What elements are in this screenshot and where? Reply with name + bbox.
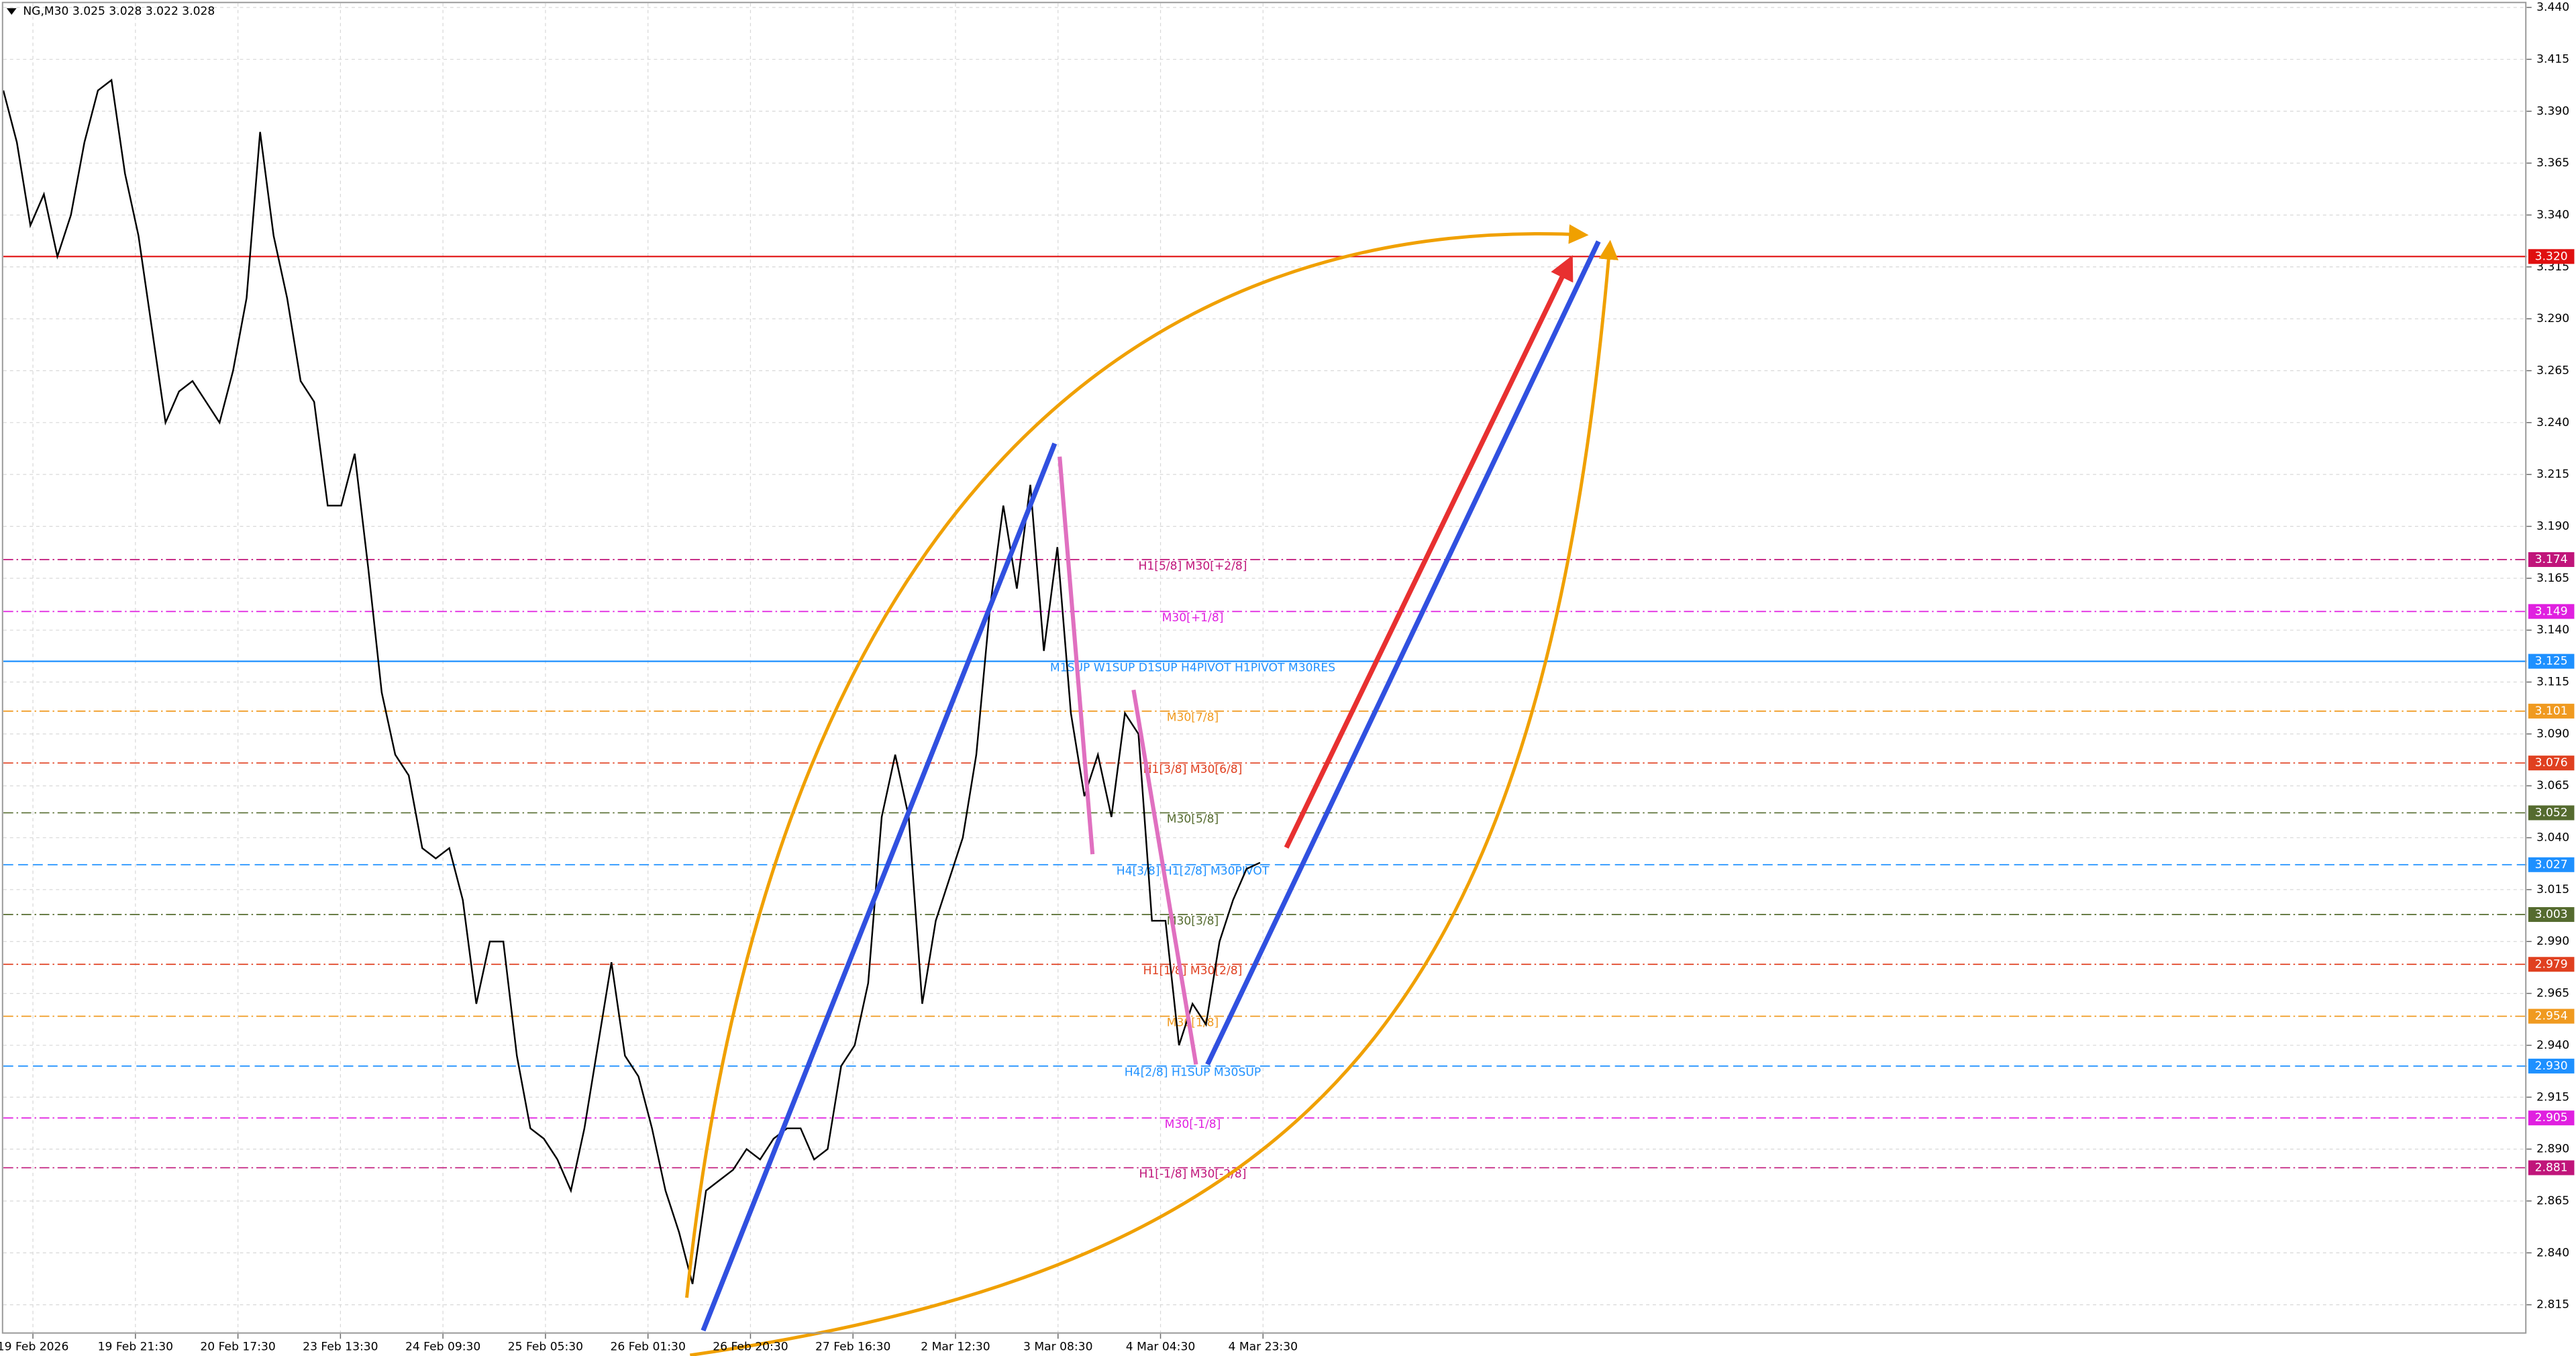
y-tick-label: 3.390 <box>2536 105 2569 118</box>
x-tick-label: 19 Feb 21:30 <box>98 1341 173 1354</box>
price-tag-label: 3.174 <box>2535 553 2568 566</box>
price-tag-label: 3.320 <box>2535 250 2568 263</box>
price-tag-label: 2.954 <box>2535 1010 2568 1023</box>
y-tick-label: 3.115 <box>2536 676 2569 689</box>
y-tick-label: 2.815 <box>2536 1298 2569 1312</box>
level-label: M30[-1/8] <box>1165 1118 1221 1131</box>
price-tag <box>2528 249 2575 264</box>
level-label: H1[-1/8] M30[-2/8] <box>1139 1167 1247 1181</box>
y-tick-label: 3.265 <box>2536 364 2569 377</box>
price-tag <box>2528 1110 2575 1126</box>
price-tag <box>2528 654 2575 669</box>
price-line <box>2 79 1261 1285</box>
y-tick-label: 3.140 <box>2536 623 2569 637</box>
level-label: H4[2/8] H1SUP M30SUP <box>1125 1066 1261 1080</box>
price-tag-label: 2.979 <box>2535 957 2568 971</box>
swing-line <box>1058 456 1095 855</box>
chart-title: NG,M30 3.025 3.028 3.022 3.028 <box>23 5 215 18</box>
price-tag <box>2528 552 2575 568</box>
x-tick-label: 19 Feb 2026 <box>0 1341 68 1354</box>
grid <box>3 3 2527 1334</box>
price-tag-label: 3.149 <box>2535 605 2568 618</box>
y-tick-label: 3.240 <box>2536 416 2569 429</box>
y-tick-label: 3.165 <box>2536 572 2569 585</box>
level-label: H4[3/8] H1[2/8] M30PIVOT <box>1117 865 1270 878</box>
x-tick-label: 4 Mar 23:30 <box>1229 1341 1298 1354</box>
x-tick-label: 23 Feb 13:30 <box>303 1341 378 1354</box>
projection-arrow <box>1284 255 1574 849</box>
price-tag <box>2528 1160 2575 1176</box>
price-tag <box>2528 755 2575 771</box>
price-tag <box>2528 1008 2575 1024</box>
x-tick-label: 24 Feb 09:30 <box>405 1341 480 1354</box>
y-tick-label: 3.040 <box>2536 831 2569 845</box>
x-tick-label: 4 Mar 04:30 <box>1126 1341 1195 1354</box>
level-label: H1[5/8] M30[+2/8] <box>1139 560 1247 573</box>
orange-arc <box>685 224 1589 1298</box>
price-tag-label: 3.003 <box>2535 908 2568 921</box>
y-tick-label: 2.915 <box>2536 1090 2569 1104</box>
y-tick-label: 3.290 <box>2536 312 2569 325</box>
y-tick-label: 2.965 <box>2536 987 2569 1000</box>
x-tick-label: 26 Feb 20:30 <box>713 1341 788 1354</box>
orange-arc <box>689 240 1618 1356</box>
level-label: M30[5/8] <box>1167 813 1219 826</box>
y-tick-label: 3.340 <box>2536 208 2569 221</box>
y-tick-label: 3.415 <box>2536 52 2569 66</box>
menu-icon[interactable] <box>6 8 17 15</box>
x-tick-label: 25 Feb 05:30 <box>508 1341 583 1354</box>
levels: H1[5/8] M30[+2/8] M30[+1/8] M1SUP W1SUP D1… <box>3 256 2527 1181</box>
y-tick-label: 3.440 <box>2536 1 2569 14</box>
price-tag <box>2528 907 2575 923</box>
price-tag-label: 3.125 <box>2535 655 2568 668</box>
price-tag-label: 3.076 <box>2535 756 2568 770</box>
y-tick-label: 3.090 <box>2536 727 2569 741</box>
x-tick-label: 3 Mar 08:30 <box>1023 1341 1092 1354</box>
y-tick-label: 2.865 <box>2536 1194 2569 1208</box>
y-tick-label: 2.940 <box>2536 1039 2569 1052</box>
price-tag <box>2528 857 2575 872</box>
drawings <box>685 224 1618 1356</box>
plot-frame <box>1 1 2527 1334</box>
price-tag <box>2528 604 2575 619</box>
price-tag-label: 2.905 <box>2535 1111 2568 1125</box>
swing-line <box>1131 689 1198 1065</box>
price-tag-label: 2.881 <box>2535 1161 2568 1174</box>
y-tick-label: 3.365 <box>2536 156 2569 170</box>
trend-line <box>1205 240 1601 1066</box>
x-tick-label: 26 Feb 01:30 <box>610 1341 685 1354</box>
level-label: M30[7/8] <box>1167 711 1219 725</box>
series <box>2 79 1261 1285</box>
y-tick-label: 3.065 <box>2536 779 2569 792</box>
level-label: M30[+1/8] <box>1162 611 1224 625</box>
y-tick-label: 2.890 <box>2536 1143 2569 1156</box>
y-tick-label: 3.215 <box>2536 468 2569 481</box>
price-tag <box>2528 1058 2575 1074</box>
y-tick-label: 3.190 <box>2536 520 2569 533</box>
level-label: M30[3/8] <box>1167 915 1219 928</box>
price-tag <box>2528 957 2575 972</box>
price-tag <box>2528 703 2575 719</box>
x-tick-label: 27 Feb 16:30 <box>815 1341 890 1354</box>
price-tag-label: 3.052 <box>2535 806 2568 819</box>
price-tag-label: 3.101 <box>2535 705 2568 718</box>
price-tag-label: 3.027 <box>2535 858 2568 872</box>
level-label: M30[1/8] <box>1167 1016 1219 1029</box>
x-tick-label: 20 Feb 17:30 <box>200 1341 275 1354</box>
x-tick-label: 2 Mar 12:30 <box>921 1341 990 1354</box>
level-label: H1[1/8] M30[2/8] <box>1143 964 1243 978</box>
trend-line <box>701 442 1058 1332</box>
level-label: M1SUP W1SUP D1SUP H4PIVOT H1PIVOT M30RES <box>1050 661 1335 674</box>
level-label: H1[3/8] M30[6/8] <box>1143 763 1243 776</box>
price-tag <box>2528 805 2575 821</box>
price-tag-label: 2.930 <box>2535 1059 2568 1073</box>
y-tick-label: 2.840 <box>2536 1246 2569 1259</box>
y-tick-label: 2.990 <box>2536 935 2569 948</box>
y-tick-label: 3.015 <box>2536 883 2569 896</box>
